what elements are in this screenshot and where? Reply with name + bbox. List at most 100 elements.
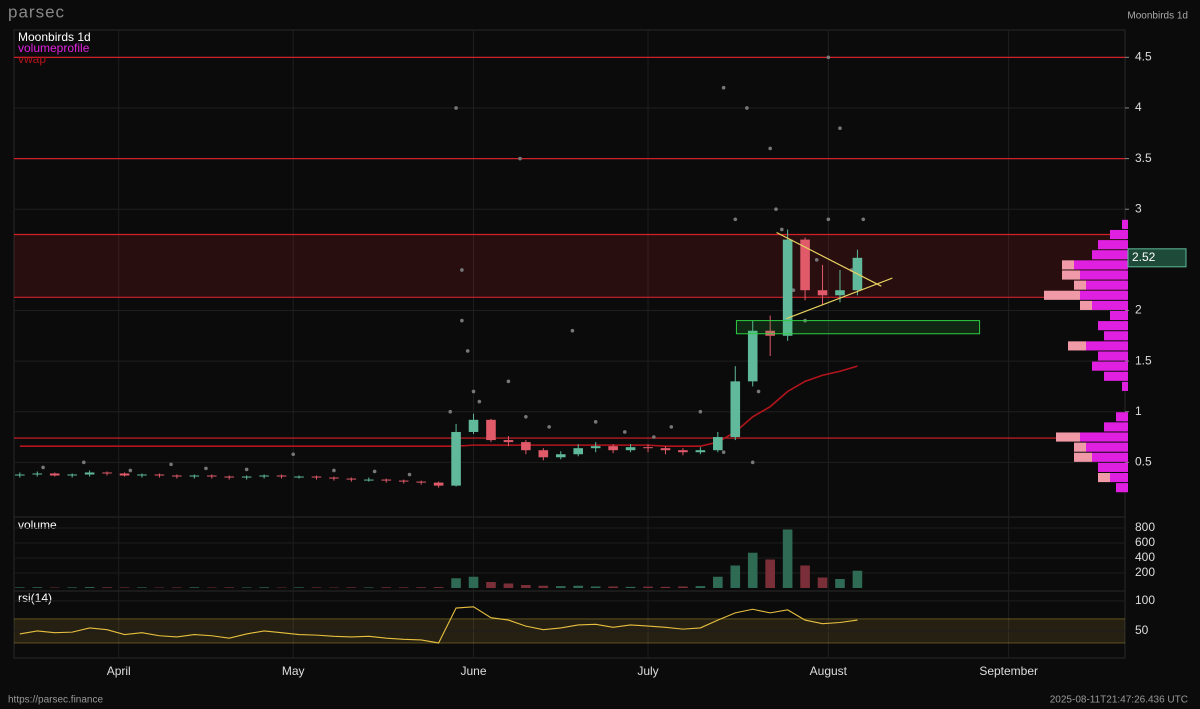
volume-profile-bar — [1092, 300, 1128, 310]
trade-dot — [244, 467, 249, 472]
panel-title: rsi(14) — [18, 591, 52, 605]
volume-bar — [765, 559, 775, 588]
y-tick-label: 3 — [1135, 201, 1142, 215]
candle-body — [521, 442, 531, 451]
x-tick-label: June — [461, 664, 487, 678]
volume-bar — [416, 587, 426, 588]
candle-body — [695, 450, 706, 453]
candle-body — [241, 476, 252, 478]
volume-bar — [102, 587, 112, 588]
candle-body — [468, 419, 479, 432]
volume-profile-bar — [1110, 310, 1128, 321]
y-tick-label: 600 — [1135, 535, 1155, 549]
y-tick-label: 800 — [1135, 520, 1155, 534]
volume-profile-bar — [1056, 432, 1080, 442]
volume-bar — [259, 587, 269, 588]
candle-body — [590, 446, 601, 449]
trade-dot — [570, 328, 575, 333]
trendline — [776, 231, 882, 287]
volume-profile-bar — [1092, 250, 1128, 260]
volume-bar — [643, 586, 653, 588]
volume-bar — [15, 587, 25, 588]
trade-dot — [41, 465, 45, 470]
volume-bar — [451, 578, 461, 588]
candle-body — [713, 437, 723, 451]
trade-dot — [518, 156, 522, 161]
volume-bar — [625, 586, 636, 588]
candle-body — [84, 472, 95, 475]
trade-dot — [750, 460, 755, 465]
candle-body — [835, 290, 845, 296]
volume-bar — [817, 577, 828, 588]
y-tick-label: 3.5 — [1135, 151, 1152, 165]
volume-bar — [84, 587, 95, 588]
candle-body — [433, 482, 444, 486]
volume-bar — [555, 586, 566, 588]
trade-dot — [332, 468, 336, 473]
footer-url: https://parsec.finance — [8, 695, 103, 706]
trade-dot — [838, 126, 842, 131]
trade-dot — [547, 425, 551, 429]
y-tick-label: 4.5 — [1135, 50, 1152, 64]
volume-profile-bar — [1122, 219, 1128, 229]
candle-body — [364, 479, 374, 481]
trade-dot — [721, 450, 726, 455]
volume-bar — [364, 587, 374, 588]
candle-body — [49, 473, 60, 476]
panel-title: volume — [18, 518, 57, 532]
trade-dot — [756, 389, 761, 394]
volume-bar — [608, 586, 618, 588]
trade-dot — [128, 468, 133, 473]
y-tick-label: 50 — [1135, 623, 1149, 637]
volume-profile-bar — [1074, 280, 1086, 290]
candle-body — [311, 476, 322, 478]
trade-dot — [460, 268, 464, 272]
volume-bar — [468, 576, 479, 588]
volume-profile-bar — [1116, 483, 1128, 493]
trade-dot — [721, 85, 726, 90]
candle-body — [782, 239, 793, 336]
trade-dot — [791, 288, 796, 293]
candle-body — [329, 477, 339, 479]
trade-dot — [733, 217, 738, 222]
volume-profile-bar — [1098, 321, 1128, 331]
volume-profile-bar — [1080, 290, 1128, 300]
trade-dot — [204, 466, 208, 471]
volume-bar — [660, 586, 671, 588]
trade-dot — [698, 409, 703, 414]
volume-bar — [381, 587, 392, 588]
candle-body — [381, 479, 392, 481]
trade-dot — [448, 409, 453, 414]
volume-bar — [32, 587, 43, 588]
volume-bar — [398, 587, 409, 588]
volume-bar — [119, 587, 130, 588]
volume-bar — [782, 529, 793, 588]
candle-body — [817, 290, 828, 296]
volume-bar — [695, 586, 706, 588]
trade-dot — [652, 435, 656, 439]
trade-dot — [826, 217, 831, 222]
y-tick-label: 4 — [1135, 100, 1142, 114]
trade-dot — [622, 430, 627, 434]
volume-profile-bar — [1098, 462, 1128, 472]
volume-bar — [294, 587, 304, 588]
candle-body — [154, 474, 165, 476]
trade-dot — [471, 389, 476, 394]
trade-dot — [291, 452, 296, 457]
volume-bar — [538, 585, 549, 588]
candle-body — [416, 481, 426, 483]
trade-dot — [593, 420, 598, 424]
volume-profile-bar — [1074, 452, 1092, 462]
candle-body — [503, 440, 514, 443]
volume-bar — [678, 586, 688, 588]
rsi-line — [19, 606, 858, 644]
volume-profile-bar — [1080, 270, 1128, 280]
volume-profile-bar — [1116, 412, 1128, 422]
volume-bar — [486, 581, 496, 588]
volume-profile-bar — [1068, 341, 1086, 351]
trade-dot — [169, 462, 173, 467]
last-price-box — [1127, 248, 1187, 268]
volume-bar — [189, 587, 200, 588]
